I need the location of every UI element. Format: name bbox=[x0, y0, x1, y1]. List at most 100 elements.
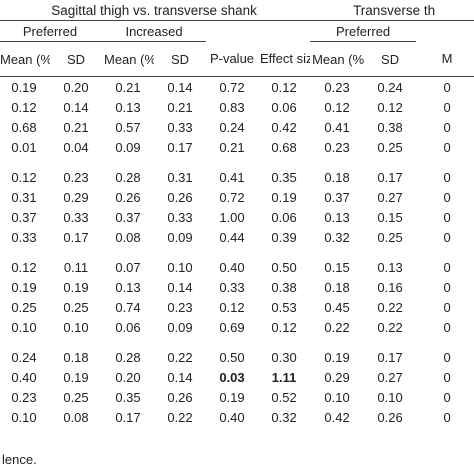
table-cell: 0 bbox=[443, 169, 451, 185]
table-cell: 0.19 bbox=[63, 279, 89, 295]
table-cell: 0.12 bbox=[219, 299, 245, 315]
table-cell: 0.30 bbox=[271, 349, 297, 365]
table-cell: 0 bbox=[443, 259, 451, 275]
table-cell: 0 bbox=[443, 409, 451, 425]
table-cell: 0.17 bbox=[115, 409, 141, 425]
table-cell: 0.12 bbox=[324, 99, 350, 115]
table-cell: 0.24 bbox=[11, 349, 37, 365]
table-cell: 0.25 bbox=[63, 299, 89, 315]
table-row: 0.24 0.18 0.28 0.22 0.50 0.30 0.19 0.17 0 bbox=[0, 347, 474, 367]
gap-cell bbox=[0, 337, 474, 347]
table-row: 0.40 0.19 0.20 0.14 0.03 1.11 0.29 0.27 0 bbox=[0, 367, 474, 387]
table-cell: 0.42 bbox=[271, 119, 297, 135]
table-cell: 0.24 bbox=[377, 79, 403, 95]
gap-cell bbox=[0, 247, 474, 257]
table-cell: 0.37 bbox=[115, 209, 141, 225]
spacer bbox=[206, 21, 310, 42]
table-cell: 0.14 bbox=[63, 99, 89, 115]
table-cell: 0.17 bbox=[167, 139, 193, 155]
table-cell: 0 bbox=[443, 99, 451, 115]
table-cell: 0.40 bbox=[11, 369, 37, 385]
table-cell: 0 bbox=[443, 229, 451, 245]
column-header: Effect size bbox=[258, 41, 311, 77]
table-row: 0.19 0.20 0.21 0.14 0.72 0.12 0.23 0.24 0 bbox=[0, 77, 474, 98]
table-cell: 0.10 bbox=[324, 389, 350, 405]
table-cell: 0.22 bbox=[377, 319, 403, 335]
table-cell: 0.10 bbox=[63, 319, 89, 335]
table-cell: 0.06 bbox=[271, 209, 297, 225]
table-row: 0.10 0.08 0.17 0.22 0.40 0.32 0.42 0.26 0 bbox=[0, 407, 474, 427]
table-cell: 0.22 bbox=[167, 409, 193, 425]
table-cell: 0.72 bbox=[219, 189, 245, 205]
column-header: Mean (%) bbox=[0, 41, 50, 77]
footnote: lence. bbox=[2, 452, 37, 467]
table-cell: 0.03 bbox=[219, 369, 245, 385]
table-cell: 0.26 bbox=[377, 409, 403, 425]
table-cell: 0.41 bbox=[219, 169, 245, 185]
table-cell: 0.22 bbox=[377, 299, 403, 315]
table-cell: 0 bbox=[443, 299, 451, 315]
table-cell: 0.26 bbox=[167, 189, 193, 205]
table-cell: 0 bbox=[443, 349, 451, 365]
table-cell: 1.00 bbox=[219, 209, 245, 225]
subgroup-header: Increased bbox=[102, 20, 206, 42]
table-cell: 0.52 bbox=[271, 389, 297, 405]
table-cell: 0.27 bbox=[377, 189, 403, 205]
table-cell: 0.19 bbox=[219, 389, 245, 405]
table-cell: 0 bbox=[443, 189, 451, 205]
table-cell: 0.24 bbox=[219, 119, 245, 135]
table-cell: 0.14 bbox=[167, 79, 193, 95]
table-cell: 0.45 bbox=[324, 299, 350, 315]
table-cell: 0.21 bbox=[219, 139, 245, 155]
gap-row bbox=[0, 157, 474, 167]
table-cell: 0 bbox=[443, 79, 451, 95]
table-cell: 0.17 bbox=[377, 169, 403, 185]
table-cell: 0.83 bbox=[219, 99, 245, 115]
subgroup-header: Preferred bbox=[310, 20, 417, 42]
table-cell: 0.09 bbox=[167, 319, 193, 335]
column-header: Mean (%) bbox=[102, 41, 154, 77]
table-cell: 0.33 bbox=[167, 119, 193, 135]
table-cell: 0.68 bbox=[11, 119, 37, 135]
table-cell: 0.12 bbox=[271, 319, 297, 335]
table-cell: 0.28 bbox=[115, 169, 141, 185]
table-cell: 0.14 bbox=[167, 279, 193, 295]
table-cell: 0.31 bbox=[167, 169, 193, 185]
table-cell: 0.19 bbox=[11, 279, 37, 295]
table-cell: 0.37 bbox=[11, 209, 37, 225]
gap-row bbox=[0, 247, 474, 257]
table-row: 0.12 0.14 0.13 0.21 0.83 0.06 0.12 0.12 0 bbox=[0, 97, 474, 117]
table-cell: 0.17 bbox=[63, 229, 89, 245]
table-body: 0.19 0.20 0.21 0.14 0.72 0.12 0.23 0.24 0 0.12 0.1… bbox=[0, 77, 474, 428]
table-cell: 0.23 bbox=[324, 139, 350, 155]
table-cell: 0.27 bbox=[377, 369, 403, 385]
table-cell: 0.50 bbox=[219, 349, 245, 365]
table-cell: 0.44 bbox=[219, 229, 245, 245]
table-row: 0.37 0.33 0.37 0.33 1.00 0.06 0.13 0.15 0 bbox=[0, 207, 474, 227]
gap-row bbox=[0, 337, 474, 347]
table-cell: 0 bbox=[443, 369, 451, 385]
table-cell: 0.19 bbox=[271, 189, 297, 205]
table-cell: 0.19 bbox=[63, 369, 89, 385]
column-header: P-value bbox=[206, 41, 258, 77]
table-row: 0.19 0.19 0.13 0.14 0.33 0.38 0.18 0.16 0 bbox=[0, 277, 474, 297]
table-cell: 0.35 bbox=[271, 169, 297, 185]
table-cell: 0.74 bbox=[115, 299, 141, 315]
table-cell: 0.12 bbox=[11, 169, 37, 185]
table-cell: 0.23 bbox=[167, 299, 193, 315]
table-cell: 0.22 bbox=[167, 349, 193, 365]
table-cell: 0.10 bbox=[167, 259, 193, 275]
table-cell: 0.09 bbox=[167, 229, 193, 245]
table-cell: 0.26 bbox=[115, 189, 141, 205]
table-cell: 0.01 bbox=[11, 139, 37, 155]
table-cell: 0.22 bbox=[324, 319, 350, 335]
table-cell: 0.57 bbox=[115, 119, 141, 135]
data-table: Sagittal thigh vs. transverse shank Tran… bbox=[0, 0, 474, 428]
column-header: M bbox=[416, 41, 474, 77]
table-cell: 0.41 bbox=[324, 119, 350, 135]
spacer bbox=[416, 21, 474, 42]
table-cell: 0.19 bbox=[324, 349, 350, 365]
table-cell: 0.17 bbox=[377, 349, 403, 365]
table-cell: 1.11 bbox=[271, 369, 297, 385]
